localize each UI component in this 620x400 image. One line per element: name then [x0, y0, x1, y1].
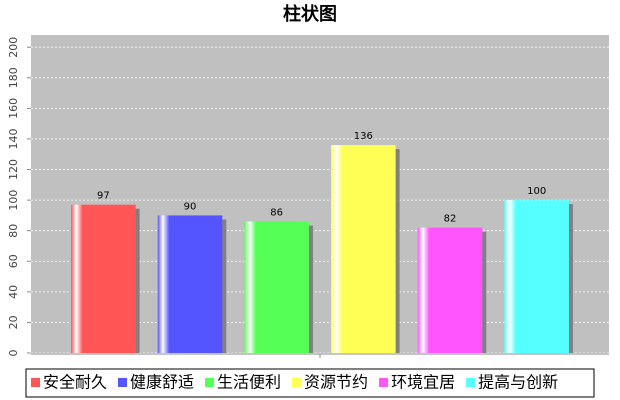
- value-label: 82: [444, 214, 457, 225]
- legend-label: 健康舒适: [130, 373, 194, 392]
- legend-swatch: [118, 378, 128, 387]
- y-tick-label: 100: [7, 190, 20, 211]
- y-tick-label: 0: [7, 350, 20, 357]
- bar: [331, 145, 396, 353]
- bar: [157, 215, 223, 353]
- bar: [504, 200, 569, 353]
- y-tick-label: 20: [7, 315, 20, 329]
- value-label: 97: [97, 191, 110, 202]
- legend-label: 资源节约: [304, 373, 368, 392]
- legend-label: 提高与创新: [478, 373, 558, 392]
- legend-label: 环境宜居: [391, 373, 455, 392]
- y-tick-label: 180: [7, 67, 20, 88]
- y-tick-label: 200: [7, 37, 20, 58]
- legend-swatch: [205, 378, 215, 387]
- y-tick-label: 40: [7, 285, 20, 299]
- y-tick-label: 160: [7, 98, 20, 119]
- value-label: 90: [184, 201, 197, 212]
- legend-swatch: [292, 378, 302, 387]
- y-tick-label: 60: [7, 254, 20, 268]
- legend-swatch: [31, 378, 40, 387]
- y-tick-label: 120: [7, 159, 20, 180]
- bar: [417, 227, 483, 353]
- legend-label: 生活便利: [217, 373, 281, 392]
- value-label: 86: [270, 208, 283, 219]
- legend-swatch: [379, 378, 389, 387]
- y-tick-label: 140: [7, 128, 20, 149]
- value-label: 136: [354, 131, 373, 142]
- bar: [244, 221, 309, 353]
- legend-label: 安全耐久: [43, 373, 107, 392]
- chart-title: 柱状图: [283, 3, 337, 25]
- legend-swatch: [466, 378, 476, 387]
- y-tick-label: 80: [7, 224, 20, 238]
- value-label: 100: [527, 186, 546, 197]
- bar: [71, 204, 136, 353]
